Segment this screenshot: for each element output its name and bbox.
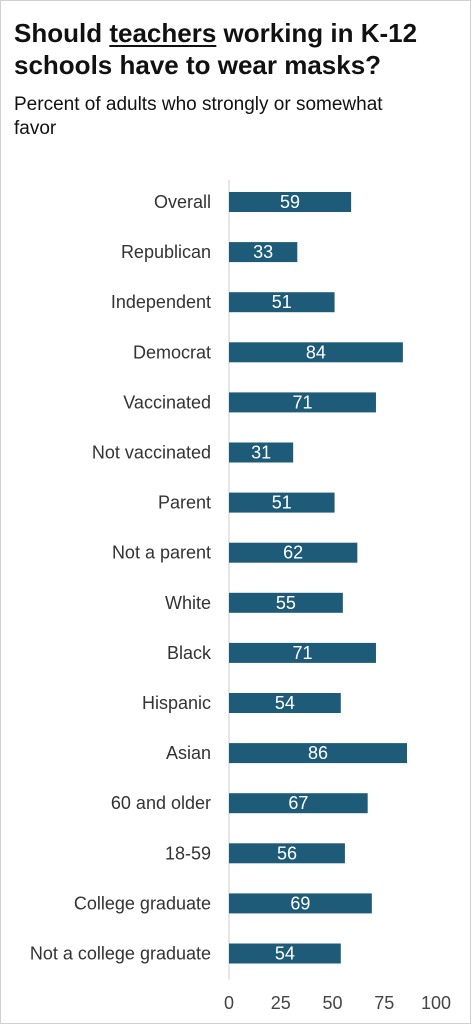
category-label: College graduate <box>74 893 211 913</box>
bar <box>229 442 294 463</box>
bar <box>229 943 341 964</box>
category-label: Not vaccinated <box>92 443 211 463</box>
category-label: Asian <box>166 743 211 763</box>
category-label: 60 and older <box>111 793 211 813</box>
x-tick-label: 0 <box>224 993 234 1013</box>
bar <box>229 492 335 513</box>
data-label: 86 <box>308 743 328 763</box>
data-label: 31 <box>251 443 271 463</box>
title-part-after: working in K-12 schools have to wear mas… <box>14 18 418 80</box>
category-label: Not a parent <box>112 543 211 563</box>
data-label: 56 <box>277 843 297 863</box>
data-label: 54 <box>275 944 295 964</box>
category-label: White <box>165 593 211 613</box>
category-label: Republican <box>121 242 211 262</box>
category-label: Independent <box>111 292 211 312</box>
bar <box>229 292 335 313</box>
bar <box>229 843 345 864</box>
data-label: 69 <box>290 893 310 913</box>
x-tick-label: 25 <box>271 993 291 1013</box>
bar <box>229 392 376 413</box>
data-label: 67 <box>288 793 308 813</box>
bar <box>229 542 358 563</box>
data-label: 84 <box>306 342 326 362</box>
data-label: 71 <box>292 392 312 412</box>
x-tick-label: 50 <box>322 993 342 1013</box>
category-label: Parent <box>158 493 211 513</box>
category-label: Black <box>167 643 212 663</box>
data-label: 59 <box>280 192 300 212</box>
category-label: Hispanic <box>142 693 211 713</box>
category-label: Vaccinated <box>123 392 211 412</box>
bar <box>229 592 343 613</box>
bar <box>229 642 376 663</box>
title-underlined-word: teachers <box>109 18 217 48</box>
category-label: Not a college graduate <box>30 944 211 964</box>
data-label: 71 <box>292 643 312 663</box>
chart-title: Should teachers working in K-12 schools … <box>14 17 464 81</box>
data-label: 62 <box>283 543 303 563</box>
chart-subtitle: Percent of adults who strongly or somewh… <box>14 94 383 139</box>
bar <box>229 242 298 263</box>
category-label: Democrat <box>133 342 211 362</box>
bar <box>229 743 408 764</box>
bar <box>229 693 341 713</box>
data-label: 33 <box>253 242 273 262</box>
data-label: 51 <box>272 493 292 513</box>
data-label: 55 <box>276 593 296 613</box>
bar <box>229 893 372 914</box>
bar <box>229 342 403 363</box>
bar <box>229 192 352 212</box>
data-label: 51 <box>272 292 292 312</box>
data-label: 54 <box>275 693 295 713</box>
title-part-before: Should <box>14 18 110 48</box>
x-tick-label: 75 <box>374 993 394 1013</box>
category-label: Overall <box>154 192 211 212</box>
category-label: 18-59 <box>165 843 211 863</box>
bar <box>229 793 368 814</box>
x-tick-label: 100 <box>421 993 451 1013</box>
